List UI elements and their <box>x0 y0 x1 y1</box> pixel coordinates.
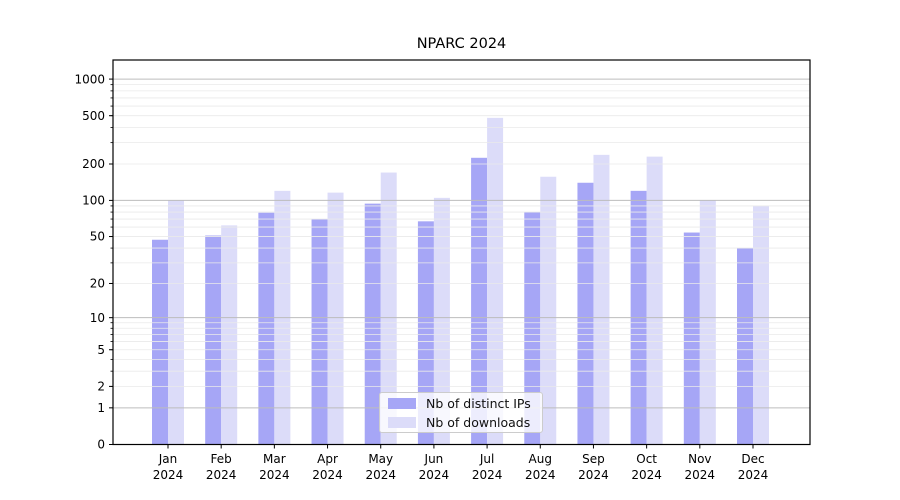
x-tick-label-month: Jun <box>424 452 444 466</box>
bar-jun-distinct-ips <box>417 221 434 445</box>
y-tick-label: 500 <box>82 109 105 123</box>
x-tick-label-month: Jan <box>158 452 178 466</box>
x-tick-label-year: 2024 <box>685 468 716 482</box>
x-tick-label-year: 2024 <box>259 468 290 482</box>
bar-jul-distinct-ips <box>471 157 488 445</box>
y-tick-label: 100 <box>82 194 105 208</box>
bar-apr-downloads <box>327 192 344 445</box>
x-tick-label-year: 2024 <box>472 468 503 482</box>
bar-oct-downloads <box>646 156 663 445</box>
bar-aug-downloads <box>540 176 557 445</box>
bar-jun-downloads <box>433 197 450 445</box>
bar-nov-distinct-ips <box>683 232 700 445</box>
y-tick-label: 1 <box>97 401 105 415</box>
legend-item-distinct-ips: Nb of distinct IPs <box>388 396 534 411</box>
legend-label-distinct-ips: Nb of distinct IPs <box>426 395 531 411</box>
x-tick-label-month: Nov <box>688 452 711 466</box>
x-tick-label-year: 2024 <box>631 468 662 482</box>
x-tick-label-month: Aug <box>529 452 552 466</box>
legend-label-downloads: Nb of downloads <box>426 414 531 430</box>
y-tick-label: 0 <box>97 438 105 452</box>
x-tick-label-year: 2024 <box>153 468 184 482</box>
bar-dec-downloads <box>753 205 769 445</box>
bar-may-distinct-ips <box>364 203 381 445</box>
x-tick-label-year: 2024 <box>578 468 609 482</box>
legend: Nb of distinct IPs Nb of downloads <box>379 392 543 433</box>
y-tick-label: 200 <box>82 157 105 171</box>
legend-item-downloads: Nb of downloads <box>388 415 534 430</box>
x-tick-label-month: Dec <box>741 452 764 466</box>
x-tick-label-year: 2024 <box>738 468 769 482</box>
x-tick-label-month: Sep <box>582 452 605 466</box>
y-tick-label: 20 <box>90 277 105 291</box>
bar-feb-distinct-ips <box>205 235 222 445</box>
x-tick-label-month: May <box>368 452 393 466</box>
y-tick-label: 1000 <box>74 72 105 86</box>
x-tick-label-year: 2024 <box>312 468 343 482</box>
bar-may-downloads <box>380 172 397 445</box>
y-tick-label: 2 <box>97 380 105 394</box>
x-tick-label-year: 2024 <box>525 468 556 482</box>
y-tick-label: 10 <box>90 311 105 325</box>
bar-dec-distinct-ips <box>737 248 753 445</box>
legend-swatch-distinct-ips <box>388 397 416 409</box>
x-tick-label-year: 2024 <box>419 468 450 482</box>
x-tick-label-month: Apr <box>317 452 338 466</box>
x-tick-label-month: Jul <box>479 452 494 466</box>
bar-sep-downloads <box>593 154 610 445</box>
x-tick-label-year: 2024 <box>206 468 237 482</box>
chart-title: NPARC 2024 <box>416 36 507 52</box>
x-tick-label-month: Oct <box>636 452 657 466</box>
bar-sep-distinct-ips <box>577 182 594 445</box>
legend-swatch-downloads <box>388 416 416 428</box>
x-tick-label-month: Feb <box>211 452 232 466</box>
x-tick-label-year: 2024 <box>365 468 396 482</box>
bar-jul-downloads <box>487 117 504 445</box>
plot-border <box>112 59 811 446</box>
y-tick-label: 50 <box>90 230 105 244</box>
y-tick-label: 5 <box>97 343 105 357</box>
x-tick-label-month: Mar <box>263 452 286 466</box>
bar-feb-downloads <box>221 225 238 445</box>
bar-jan-distinct-ips <box>152 239 168 445</box>
bar-apr-distinct-ips <box>311 219 328 445</box>
